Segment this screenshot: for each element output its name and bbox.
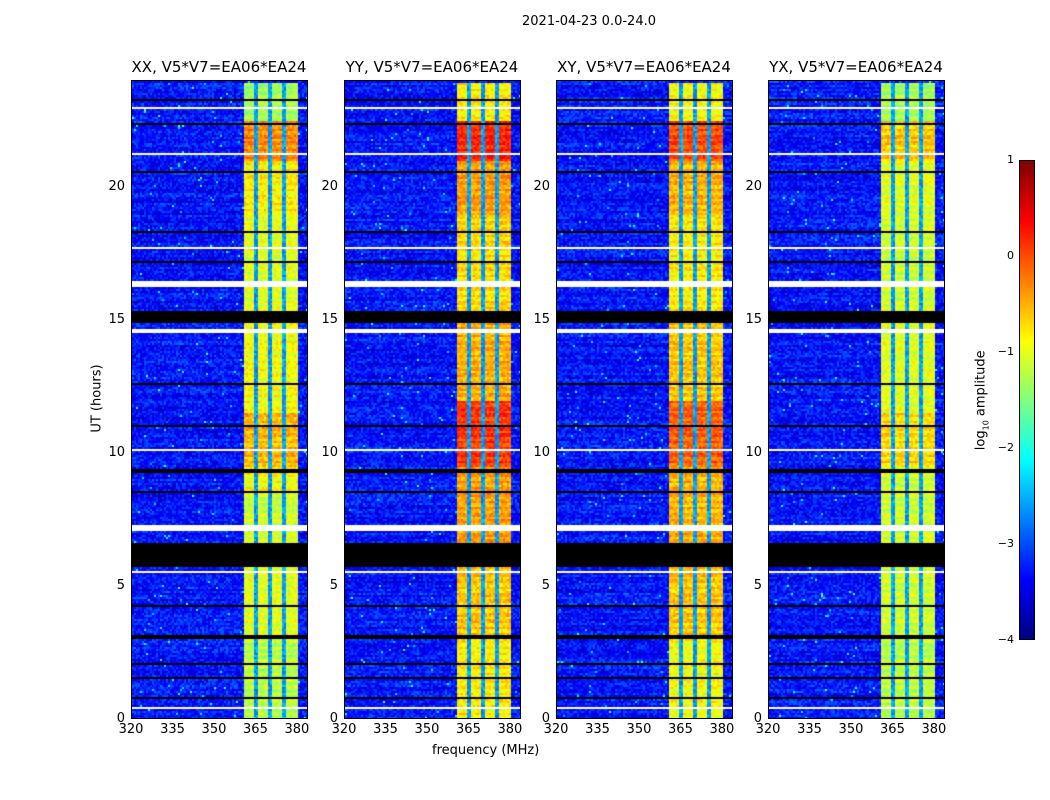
colorbar-tick-label: −1 [997, 345, 1014, 358]
y-tick-label: 10 [321, 444, 338, 460]
y-tick-label: 5 [753, 577, 762, 593]
colorbar-tick-label: 0 [1007, 249, 1014, 262]
x-tick-label: 335 [585, 722, 610, 737]
y-tick-label: 0 [329, 711, 338, 726]
y-tick-label: 20 [533, 178, 550, 194]
colorbar-tick-label: 1 [1007, 153, 1014, 166]
x-tick-label: 380 [497, 722, 523, 737]
panel-title: YY, V5*V7=EA06*EA24 [345, 58, 519, 76]
x-tick-label: 350 [626, 722, 652, 737]
colorbar [1019, 160, 1035, 640]
panel-3 [768, 80, 945, 719]
panel-title: YX, V5*V7=EA06*EA24 [769, 58, 943, 76]
y-axis-label: UT (hours) [89, 364, 105, 433]
y-tick-label: 15 [745, 311, 762, 327]
colorbar-tick-label: −4 [997, 633, 1014, 646]
y-tick-label: 10 [745, 444, 762, 460]
y-tick-label: 20 [321, 178, 338, 194]
colorbar-tick-label: −2 [997, 441, 1014, 454]
x-tick-label: 365 [243, 722, 268, 737]
y-tick-label: 10 [533, 444, 550, 460]
panel-title: XX, V5*V7=EA06*EA24 [131, 58, 307, 76]
x-tick-label: 350 [201, 722, 227, 737]
y-tick-label: 15 [108, 311, 125, 327]
heatmap-image [132, 81, 307, 718]
panel-0 [131, 80, 308, 719]
y-tick-label: 5 [116, 577, 125, 593]
x-tick-label: 365 [668, 722, 693, 737]
x-tick-label: 320 [118, 722, 144, 737]
colorbar-label-rest: amplitude [973, 350, 989, 421]
x-tick-label: 335 [160, 722, 185, 737]
panel-1 [344, 80, 521, 719]
x-tick-label: 335 [797, 722, 822, 737]
x-tick-label: 350 [838, 722, 864, 737]
x-tick-label: 365 [880, 722, 905, 737]
y-tick-label: 10 [108, 444, 125, 460]
heatmap-image [557, 81, 732, 718]
y-tick-label: 0 [541, 711, 550, 726]
x-tick-label: 335 [373, 722, 398, 737]
figure-title: 2021-04-23 0.0-24.0 [522, 14, 656, 29]
panel-title: XY, V5*V7=EA06*EA24 [557, 58, 731, 76]
panel-2 [556, 80, 733, 719]
x-tick-label: 320 [755, 722, 781, 737]
x-tick-label: 350 [414, 722, 440, 737]
y-tick-label: 15 [533, 311, 550, 327]
x-axis-label: frequency (MHz) [432, 743, 540, 758]
colorbar-label: log10 amplitude [974, 350, 991, 450]
x-tick-label: 380 [921, 722, 947, 737]
y-tick-label: 0 [116, 711, 125, 726]
heatmap-image [769, 81, 944, 718]
x-tick-label: 380 [709, 722, 735, 737]
y-tick-label: 5 [541, 577, 550, 593]
y-tick-label: 15 [321, 311, 338, 327]
y-tick-label: 5 [329, 577, 338, 593]
colorbar-label-sub: 10 [981, 420, 991, 431]
y-tick-label: 0 [753, 711, 762, 726]
x-tick-label: 380 [284, 722, 310, 737]
colorbar-label-log: log [973, 430, 989, 451]
x-tick-label: 320 [543, 722, 569, 737]
y-tick-label: 20 [745, 178, 762, 194]
y-tick-label: 20 [108, 178, 125, 194]
colorbar-tick-label: −3 [997, 537, 1014, 550]
x-tick-label: 320 [331, 722, 357, 737]
x-tick-label: 365 [456, 722, 481, 737]
heatmap-image [345, 81, 520, 718]
